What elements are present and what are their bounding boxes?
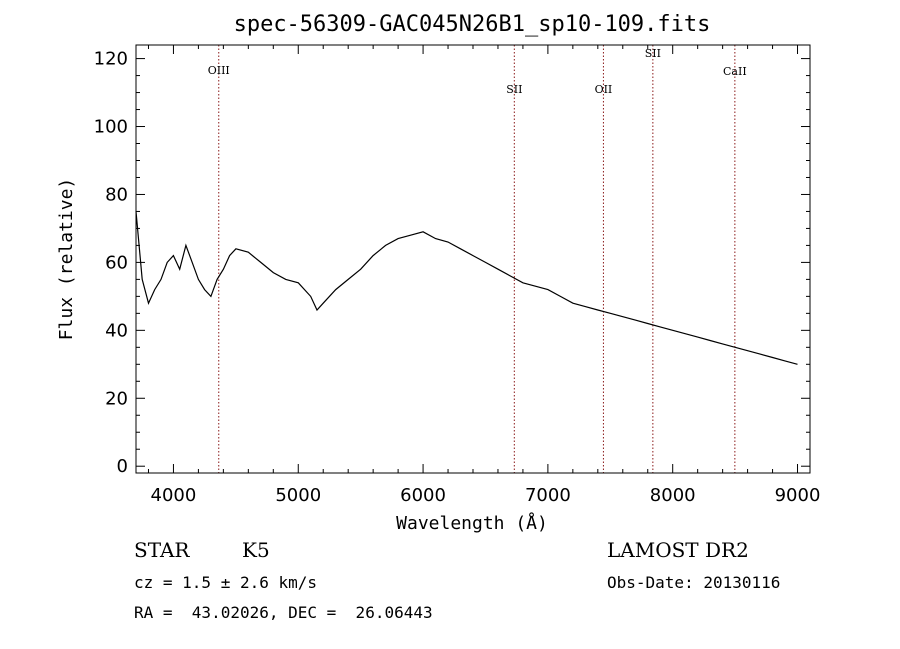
y-axis: 0 20 40 60 80 100 120 (94, 49, 810, 477)
reference-line-label: SII (645, 47, 661, 60)
spectrum-series (135, 211, 798, 365)
y-tick-label: 100 (94, 117, 128, 138)
x-tick-label: 6000 (400, 485, 446, 506)
object-subclass: K5 (242, 538, 270, 562)
chart-title: spec-56309-GAC045N26B1_sp10-109.fits (234, 12, 711, 37)
plot-frame (135, 44, 811, 474)
y-tick-label: 120 (94, 49, 128, 70)
x-tick-label: 7000 (525, 485, 571, 506)
x-tick-label: 9000 (775, 485, 821, 506)
reference-line-label: OII (595, 83, 613, 96)
y-tick-label: 40 (105, 320, 128, 341)
spectrum-chart: spec-56309-GAC045N26B1_sp10-109.fits OII… (56, 12, 821, 534)
y-tick-label: 20 (105, 388, 128, 409)
reference-lines: OIII SII OII SII CaII (208, 45, 747, 473)
obs-date-text: Obs-Date: 20130116 (607, 573, 781, 592)
y-axis-title: Flux (relative) (56, 178, 77, 341)
spectrum-line-0 (135, 211, 798, 365)
redshift-text: cz = 1.5 ± 2.6 km/s (134, 573, 318, 592)
survey-name: LAMOST DR2 (607, 538, 749, 562)
y-tick-label: 80 (105, 184, 128, 205)
object-class: STAR (134, 538, 190, 562)
y-tick-label: 60 (105, 252, 128, 273)
reference-line-label: CaII (723, 65, 747, 78)
x-axis-title: Wavelength (Å) (396, 512, 548, 534)
x-tick-label: 4000 (151, 485, 197, 506)
x-tick-label: 8000 (650, 485, 696, 506)
x-axis: 4000 5000 6000 7000 8000 9000 (147, 45, 821, 506)
x-tick-label: 5000 (275, 485, 321, 506)
reference-line-label: SII (506, 83, 522, 96)
reference-line-label: OIII (208, 64, 230, 77)
coordinates-text: RA = 43.02026, DEC = 26.06443 (134, 603, 433, 622)
y-tick-label: 0 (117, 456, 128, 477)
